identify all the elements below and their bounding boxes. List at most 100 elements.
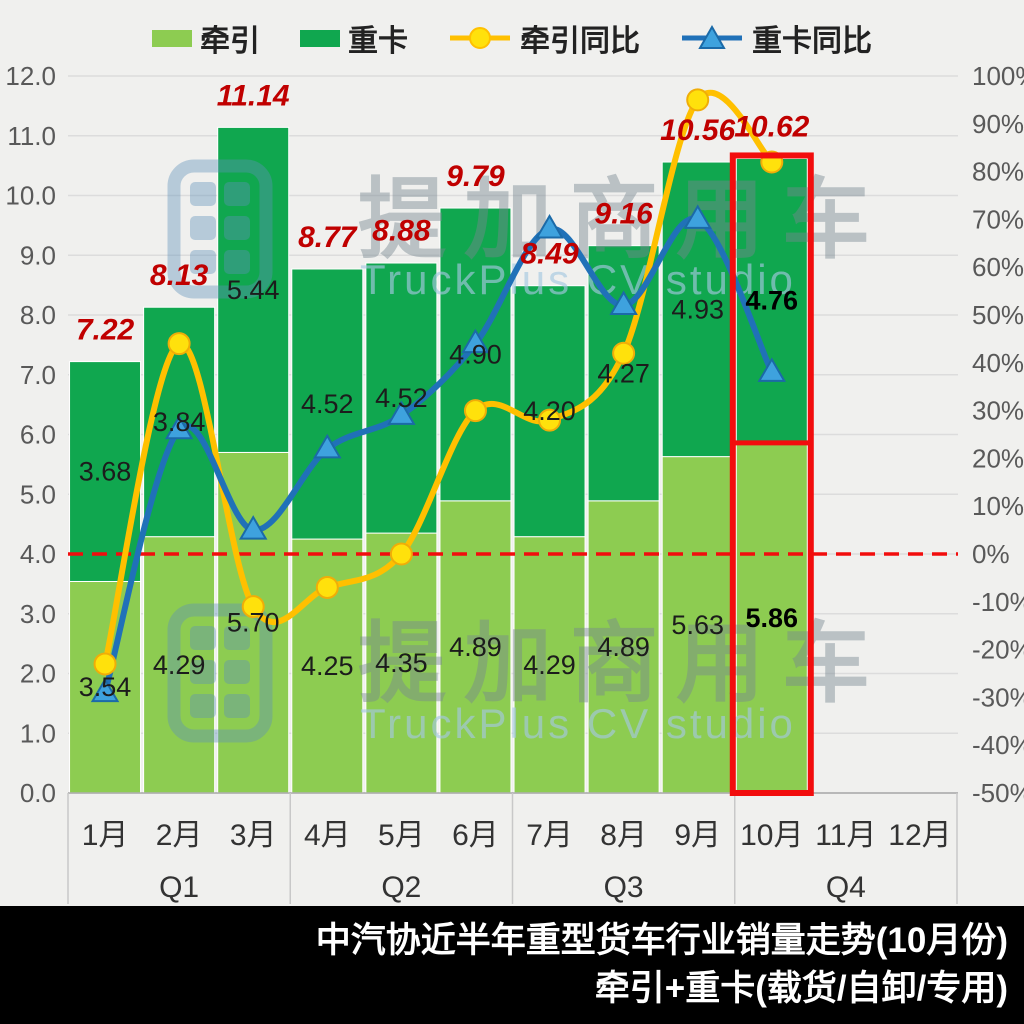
right-axis-tick: 10% bbox=[972, 491, 1024, 521]
truck-value-label-m3: 5.44 bbox=[227, 275, 280, 305]
total-label-m7: 8.49 bbox=[520, 238, 579, 271]
right-axis-tick: 70% bbox=[972, 204, 1024, 234]
bars bbox=[69, 126, 808, 794]
truck-value-label-m9: 4.93 bbox=[671, 294, 724, 324]
right-axis-tick: 0% bbox=[972, 539, 1010, 569]
truck-value-label-m4: 4.52 bbox=[301, 389, 354, 419]
total-label-m5: 8.88 bbox=[372, 214, 431, 247]
truck-value-label-m2: 3.84 bbox=[153, 407, 206, 437]
bar-truck-m8 bbox=[587, 245, 660, 502]
watermark-studio-text: TruckPlus CV studio bbox=[360, 256, 796, 303]
bar-truck-m4 bbox=[291, 268, 364, 540]
chart-legend: 牵引 重卡 牵引同比 重卡同比 bbox=[0, 16, 1024, 60]
month-label-6: 6月 bbox=[452, 819, 499, 852]
bar-tractor-m6 bbox=[439, 500, 512, 794]
legend-item-truck-yoy: 重卡同比 bbox=[680, 16, 872, 60]
left-axis-tick: 12.0 bbox=[5, 61, 56, 91]
axis-tick-labels: 0.0 1.0 2.0 3.0 4.0 5.0 6.0 7.0 8.0 9.0 10.0 11.0 12… bbox=[5, 61, 1024, 904]
tractor-yoy-point-m3 bbox=[241, 595, 265, 619]
watermark-brand-text: 提加商用车 bbox=[358, 170, 888, 269]
left-axis-tick: 5.0 bbox=[20, 479, 56, 509]
right-axis-tick: -40% bbox=[972, 730, 1024, 760]
truck-value-label-m7: 4.20 bbox=[523, 396, 576, 426]
logo-cell bbox=[190, 626, 216, 650]
right-axis-tick: 50% bbox=[972, 300, 1024, 330]
month-label-1: 1月 bbox=[82, 819, 129, 852]
bar-tractor-m10 bbox=[735, 442, 808, 794]
truckplus-logo-icon bbox=[167, 159, 273, 299]
truck-yoy-point-m5 bbox=[387, 400, 416, 425]
tractor-yoy-marker-icon bbox=[450, 27, 510, 49]
heavy-truck-swatch-icon bbox=[300, 29, 340, 47]
logo-cell bbox=[190, 694, 216, 718]
left-axis-tick: 2.0 bbox=[20, 659, 56, 689]
left-axis-tick: 11.0 bbox=[7, 121, 56, 151]
logo-cell bbox=[224, 216, 250, 240]
tractor-yoy-point-m8 bbox=[612, 341, 636, 365]
bar-labels: 3.54 3.68 4.29 3.84 5.70 5.44 4.25 4.52 4.35 4.52… bbox=[79, 275, 798, 702]
truck-yoy-point-m3 bbox=[238, 515, 268, 540]
month-label-12: 12月 bbox=[888, 819, 951, 852]
left-axis-tick: 6.0 bbox=[20, 420, 56, 450]
truck-yoy-point-m2 bbox=[164, 414, 194, 440]
footer-title-line2: 牵引+重卡(载货/自卸/专用) bbox=[594, 969, 1008, 1008]
tractor-value-label-m9: 5.63 bbox=[671, 610, 724, 640]
highlight-box bbox=[729, 152, 814, 796]
logo-cell bbox=[190, 182, 216, 206]
truckplus-logo-icon bbox=[167, 603, 273, 743]
right-axis-tick: 90% bbox=[972, 109, 1024, 139]
legend-label: 牵引 bbox=[200, 25, 260, 58]
tractor-yoy-point-m9 bbox=[686, 88, 710, 112]
month-label-8: 8月 bbox=[600, 819, 647, 852]
legend-label: 重卡同比 bbox=[752, 25, 872, 58]
right-axis-tick: 60% bbox=[972, 252, 1024, 282]
left-axis-tick: 7.0 bbox=[20, 360, 56, 390]
tractor-value-label-m5: 4.35 bbox=[375, 648, 428, 678]
tractor-value-label-m1: 3.54 bbox=[79, 672, 132, 702]
yoy-markers bbox=[90, 88, 787, 703]
month-label-4: 4月 bbox=[304, 819, 351, 852]
right-axis-tick: -20% bbox=[972, 635, 1024, 665]
total-label-m10: 10.62 bbox=[734, 110, 809, 143]
truck-yoy-point-m7 bbox=[535, 213, 564, 239]
right-axis-tick: -10% bbox=[972, 587, 1024, 617]
truck-value-label-m5: 4.52 bbox=[375, 383, 428, 413]
right-axis-tick: 20% bbox=[972, 443, 1024, 473]
tractor-yoy-point-m6 bbox=[463, 399, 487, 423]
tractor-yoy-point-m1 bbox=[93, 652, 117, 676]
truck-value-label-m1: 3.68 bbox=[79, 457, 132, 487]
truck-yoy-point-m9 bbox=[683, 204, 712, 229]
left-axis-tick: 8.0 bbox=[20, 300, 56, 330]
month-label-10: 10月 bbox=[740, 819, 803, 852]
tractor-value-label-m4: 4.25 bbox=[301, 651, 354, 681]
total-label-m6: 9.79 bbox=[446, 160, 505, 193]
bar-tractor-m8 bbox=[587, 500, 660, 794]
legend-label: 重卡 bbox=[348, 25, 408, 58]
logo-cell bbox=[224, 182, 250, 206]
month-label-5: 5月 bbox=[378, 819, 425, 852]
tractor-yoy-point-m5 bbox=[389, 542, 413, 566]
footer-title-band: 中汽协近半年重型货车行业销量走势(10月份) 牵引+重卡(载货/自卸/专用) bbox=[0, 906, 1024, 1024]
total-label-m1: 7.22 bbox=[76, 314, 135, 347]
bar-truck-m3 bbox=[217, 126, 290, 453]
truck-yoy-point-m10 bbox=[757, 357, 787, 382]
logo-cell bbox=[224, 694, 250, 718]
legend-item-heavy-truck: 重卡 bbox=[300, 16, 408, 60]
bar-tractor-m7 bbox=[513, 536, 586, 794]
truck-value-label-m10: 4.76 bbox=[746, 286, 799, 316]
right-axis-tick: 40% bbox=[972, 348, 1024, 378]
logo-cell bbox=[190, 216, 216, 240]
right-axis-tick: -30% bbox=[972, 682, 1024, 712]
month-label-2: 2月 bbox=[156, 819, 203, 852]
left-axis-tick: 4.0 bbox=[20, 539, 56, 569]
truck-yoy-point-m6 bbox=[461, 328, 490, 354]
quarter-label-q4: Q4 bbox=[826, 871, 866, 904]
quarter-label-q1: Q1 bbox=[159, 871, 199, 904]
legend-label: 牵引同比 bbox=[520, 25, 640, 58]
bar-tractor-m9 bbox=[661, 456, 734, 794]
truck-yoy-point-m8 bbox=[609, 290, 638, 315]
